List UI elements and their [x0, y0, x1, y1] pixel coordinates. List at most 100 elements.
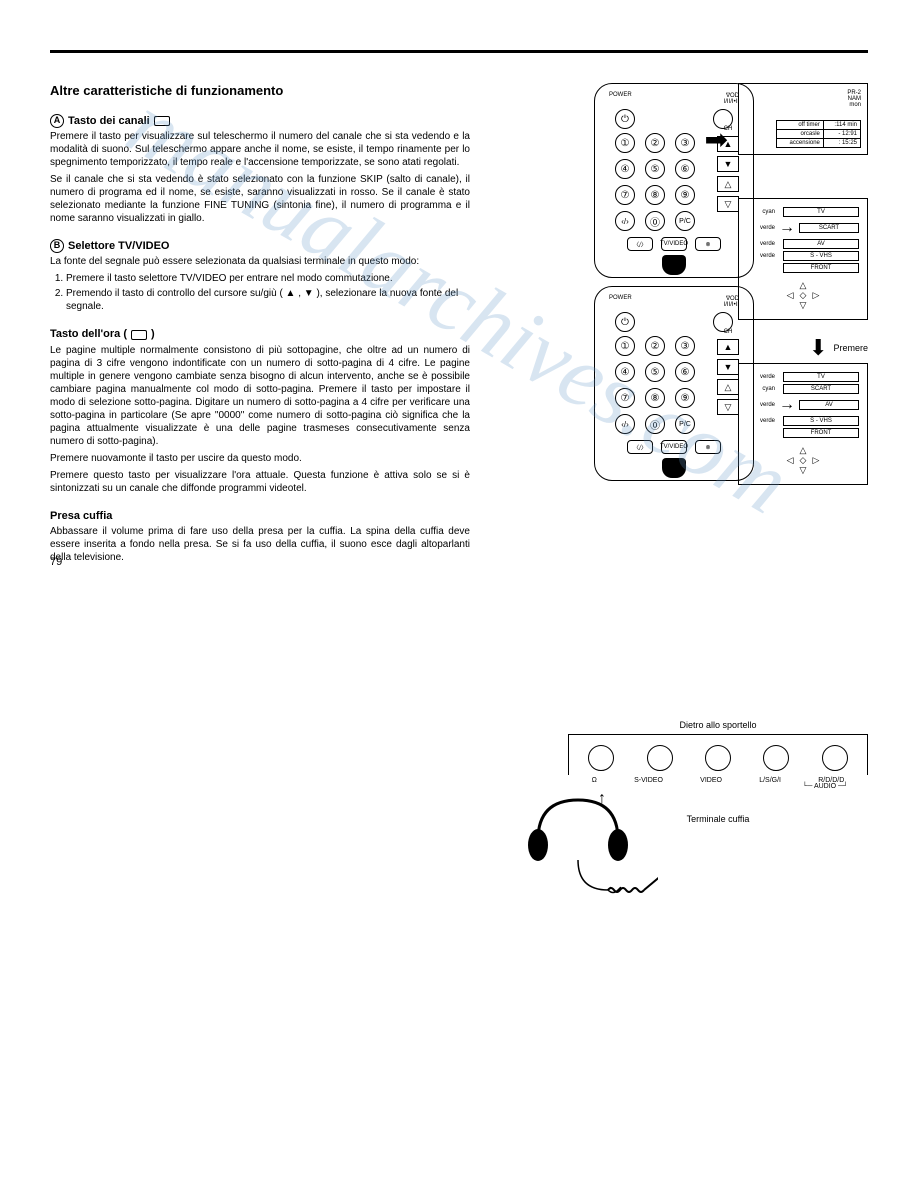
rect-a: 〈/〉 — [627, 440, 653, 454]
input-name: AV — [783, 239, 859, 249]
ch-down: ▼ — [717, 359, 739, 375]
letter-badge-b: B — [50, 239, 64, 253]
key-9: ⑨ — [675, 388, 695, 408]
section-a-p2: Se il canale che si sta vedendo è stato … — [50, 173, 470, 225]
input-row: verde S - VHS — [747, 416, 859, 426]
mode-label: I/II/I•II — [724, 99, 739, 105]
key-5: ⑤ — [645, 159, 665, 179]
osd-cell: - 12:91 — [823, 130, 860, 139]
jack-svideo — [647, 745, 673, 771]
key-6: ⑥ — [675, 159, 695, 179]
button-icon — [154, 116, 170, 126]
key-a: ‹/› — [615, 414, 635, 434]
section-c: Tasto dell'ora ( ) Le pagine multiple no… — [50, 327, 470, 494]
audio-label: AUDIO — [814, 783, 836, 790]
jack-audio-l — [763, 745, 789, 771]
text-column: Altre caratteristiche di funzionamento A… — [50, 83, 470, 578]
input-row: FRONT — [747, 428, 859, 438]
key-7: ⑦ — [615, 388, 635, 408]
osd-cell: orcasle — [777, 130, 824, 139]
input-name: AV — [799, 400, 859, 410]
input-row: verde→SCART — [747, 219, 859, 237]
section-b-p1: La fonte del segnale può essere selezion… — [50, 255, 470, 268]
key-7: ⑦ — [615, 185, 635, 205]
input-color: verde — [747, 418, 775, 424]
channel-pad: CH ▲ ▼ △ ▽ — [717, 329, 739, 415]
remote-control-2: POWER ∇OD I/II/I•II ⏻ ① ② ③ ④ ⑤ ⑥ — [594, 286, 754, 481]
input-panel-2: verdeTVcyanSCARTverde→AVverdeS - VHSFRON… — [738, 363, 868, 485]
input-row: verde AV — [747, 239, 859, 249]
osd-cell: : 15:25 — [823, 139, 860, 148]
ch-up2: △ — [717, 176, 739, 192]
input-color: verde — [747, 241, 775, 247]
osd-display: PR-2 NAM mon off timer:114 min orcasle- … — [738, 83, 868, 155]
ch-up: ▲ — [717, 339, 739, 355]
power-button: ⏻ — [615, 109, 635, 129]
nav-arrows: △ ◁◇▷ ▽ — [747, 281, 859, 311]
press-label: ⬇ Premere — [809, 335, 868, 361]
key-a: ‹/› — [615, 211, 635, 231]
osd-line3: mon — [745, 102, 861, 108]
arrow-icon: → — [779, 219, 795, 237]
key-6: ⑥ — [675, 362, 695, 382]
section-c-p2: Premere nuovamonte il tasto per uscire d… — [50, 452, 470, 465]
key-2: ② — [645, 133, 665, 153]
ch-down: ▼ — [717, 156, 739, 172]
arrow-icon: → — [779, 396, 795, 414]
jack-video — [705, 745, 731, 771]
dark-button — [662, 458, 686, 478]
input-row: verde → AV — [747, 396, 859, 414]
input-name: SCART — [799, 223, 859, 233]
button-icon — [131, 330, 147, 340]
bd-top-label: Dietro allo sportello — [568, 720, 868, 730]
input-color: verde — [747, 402, 775, 408]
input-color: cyan — [747, 209, 775, 215]
osd-cell: :114 min — [823, 121, 860, 130]
jack-lbl: L/S/G/I — [759, 777, 781, 784]
jack-panel — [568, 734, 868, 775]
input-name: SCART — [783, 384, 859, 394]
key-0: ⓪ — [645, 211, 665, 231]
rect-b: TV/VIDEO — [661, 237, 687, 251]
nav-arrows: △ ◁◇▷ ▽ — [747, 446, 859, 476]
key-pc: P/C — [675, 211, 695, 231]
section-b-li1: Premere il tasto selettore TV/VIDEO per … — [66, 272, 470, 285]
headphone-diagram: Dietro allo sportello Ω S-VIDEO VIDEO L/… — [568, 720, 868, 824]
key-1: ① — [615, 133, 635, 153]
key-3: ③ — [675, 133, 695, 153]
page-number: 79 — [50, 556, 62, 568]
key-8: ⑧ — [645, 388, 665, 408]
key-9: ⑨ — [675, 185, 695, 205]
dark-button — [662, 255, 686, 275]
key-0: ⓪ — [645, 414, 665, 434]
premere-text: Premere — [833, 343, 868, 353]
section-d-title: Presa cuffia — [50, 509, 112, 523]
key-pc: P/C — [675, 414, 695, 434]
section-d-p1: Abbassare il volume prima di fare uso de… — [50, 525, 470, 564]
input-name: TV — [783, 372, 859, 382]
key-5: ⑤ — [645, 362, 665, 382]
key-2: ② — [645, 336, 665, 356]
key-4: ④ — [615, 159, 635, 179]
osd-table: off timer:114 min orcasle- 12:91 accensi… — [776, 120, 861, 148]
input-name: FRONT — [783, 428, 859, 438]
section-a: A Tasto dei canali Premere il tasto per … — [50, 114, 470, 225]
osd-cell: accensione — [777, 139, 824, 148]
input-color: verde — [747, 253, 775, 259]
section-a-title: Tasto dei canali — [68, 114, 150, 128]
input-name: S - VHS — [783, 416, 859, 426]
close-paren: ) — [151, 327, 155, 341]
section-c-p3: Premere questo tasto per visualizzare l'… — [50, 469, 470, 495]
ch-down2: ▽ — [717, 196, 739, 212]
horizontal-rule — [50, 50, 868, 53]
remote-control-1: POWER ∇OD I/II/I•II ⏻ ① ② ③ ④ ⑤ ⑥ — [594, 83, 754, 278]
input-row: FRONT — [747, 263, 859, 273]
figure-column: POWER ∇OD I/II/I•II ⏻ ① ② ③ ④ ⑤ ⑥ — [480, 83, 868, 578]
section-c-p1: Le pagine multiple normalmente consiston… — [50, 344, 470, 448]
key-1: ① — [615, 336, 635, 356]
mode-label: I/II/I•II — [724, 302, 739, 308]
key-4: ④ — [615, 362, 635, 382]
jack-audio-r — [822, 745, 848, 771]
power-label: POWER — [609, 92, 632, 105]
rect-b: TV/VIDEO — [661, 440, 687, 454]
